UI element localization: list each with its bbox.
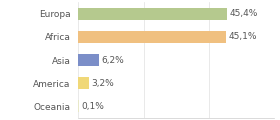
Text: 6,2%: 6,2% bbox=[101, 55, 124, 65]
Bar bbox=[78, 77, 89, 89]
Bar bbox=[78, 100, 79, 112]
Text: 3,2%: 3,2% bbox=[92, 79, 114, 88]
Text: 45,1%: 45,1% bbox=[228, 33, 257, 42]
Bar bbox=[78, 8, 227, 20]
Text: 45,4%: 45,4% bbox=[229, 9, 258, 18]
Bar bbox=[78, 31, 226, 43]
Text: 0,1%: 0,1% bbox=[81, 102, 104, 111]
Bar bbox=[78, 54, 99, 66]
